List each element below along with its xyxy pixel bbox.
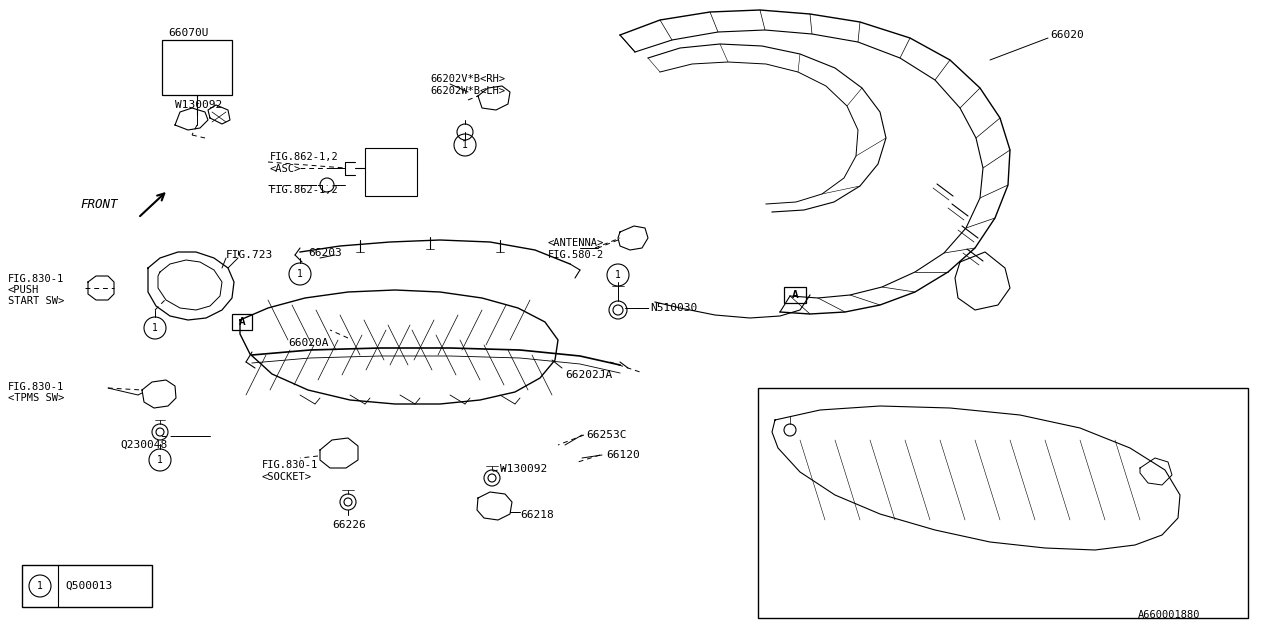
Text: <PUSH: <PUSH: [8, 285, 40, 295]
Text: Q500013: Q500013: [65, 581, 113, 591]
Text: 1: 1: [462, 140, 468, 150]
Text: 66070U: 66070U: [168, 28, 209, 38]
Text: FIG.862-1,2: FIG.862-1,2: [270, 152, 339, 162]
Text: W130092: W130092: [175, 100, 223, 110]
Bar: [365, 148, 417, 196]
Text: 1: 1: [297, 269, 303, 279]
Text: 66202JA: 66202JA: [564, 370, 612, 380]
Text: <ANTENNA>: <ANTENNA>: [548, 238, 604, 248]
Text: FIG.830-1: FIG.830-1: [262, 460, 319, 470]
Text: FIG.723: FIG.723: [227, 250, 273, 260]
Text: FIG.862-1,2: FIG.862-1,2: [270, 185, 339, 195]
Text: 66203: 66203: [308, 248, 342, 258]
Text: FRONT: FRONT: [79, 198, 118, 211]
Text: 66226: 66226: [332, 520, 366, 530]
Bar: [758, 388, 1248, 618]
Text: 66253C: 66253C: [586, 430, 626, 440]
Text: 66202W*B<LH>: 66202W*B<LH>: [430, 86, 506, 96]
Text: Q230048: Q230048: [120, 440, 168, 450]
Text: 66120: 66120: [605, 450, 640, 460]
Text: N510030: N510030: [650, 303, 698, 313]
Text: 66020A: 66020A: [288, 338, 329, 348]
Text: 1: 1: [37, 581, 44, 591]
Text: 66202V*B<RH>: 66202V*B<RH>: [430, 74, 506, 84]
Bar: [22, 565, 152, 607]
Text: 66020: 66020: [1050, 30, 1084, 40]
Text: START SW>: START SW>: [8, 296, 64, 306]
Text: FIG.830-1: FIG.830-1: [8, 274, 64, 284]
Text: A: A: [791, 290, 799, 300]
Bar: [783, 287, 806, 303]
Text: A: A: [238, 317, 246, 327]
Text: 1: 1: [152, 323, 157, 333]
Bar: [232, 314, 252, 330]
Text: FIG.580-2: FIG.580-2: [548, 250, 604, 260]
Text: <SOCKET>: <SOCKET>: [262, 472, 312, 482]
Text: <ASC>: <ASC>: [270, 164, 301, 174]
Text: W130092: W130092: [500, 464, 548, 474]
Text: 1: 1: [157, 455, 163, 465]
Bar: [163, 40, 232, 95]
Text: 66218: 66218: [520, 510, 554, 520]
Text: FIG.830-1: FIG.830-1: [8, 382, 64, 392]
Text: A660001880: A660001880: [1138, 610, 1201, 620]
Text: <TPMS SW>: <TPMS SW>: [8, 393, 64, 403]
Text: 1: 1: [616, 270, 621, 280]
